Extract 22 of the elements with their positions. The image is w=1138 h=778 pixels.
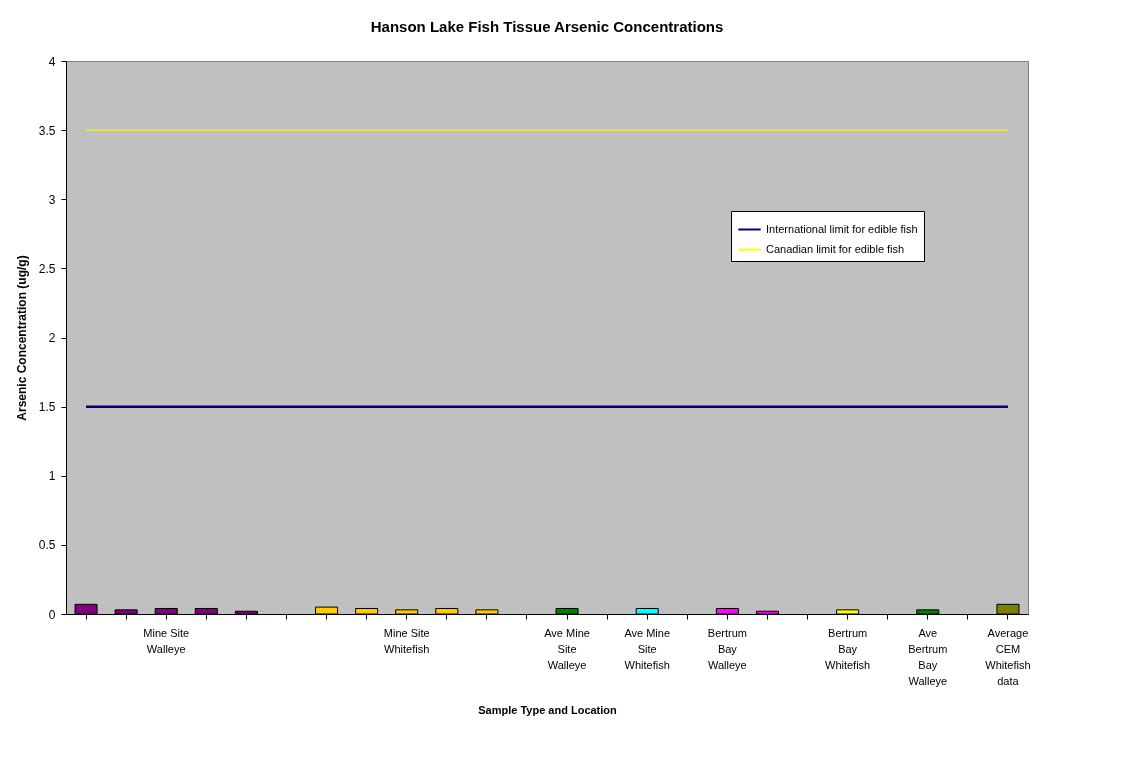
y-tick-label: 3.5 [38,123,56,138]
x-tick-label: Average CEM Whitefish data [985,626,1031,687]
x-tick-label: Ave Mine Site Walleye [544,626,590,671]
y-tick-label: 3 [48,192,56,207]
y-tick-label: 0 [48,607,56,622]
x-tick-label: Bertrum Bay Whitefish [825,626,871,671]
legend-label: International limit for edible fish [766,222,918,235]
x-tick-label: Ave Bertrum Bay Walleye [908,626,948,687]
x-tick-label: Ave Mine Site Whitefish [624,626,671,671]
x-tick-label: Bertrum Bay Walleye [707,626,747,671]
y-tick-label: 1 [48,469,56,484]
y-tick-label: 4 [48,54,56,69]
y-tick-label: 2.5 [38,261,56,276]
x-tick-label: Mine Site Walleye [143,626,190,655]
chart-title: Hanson Lake Fish Tissue Arsenic Concentrations [370,18,724,35]
x-axis-title: Sample Type and Location [478,703,618,716]
legend-label: Canadian limit for edible fish [766,242,905,255]
y-tick-label: 0.5 [38,538,56,553]
y-tick-label: 1.5 [38,400,56,415]
y-axis-title: Arsenic Concentration (ug/g) [14,255,29,421]
y-tick-label: 2 [48,331,56,345]
x-tick-label: Mine Site Whitefish [383,626,430,655]
